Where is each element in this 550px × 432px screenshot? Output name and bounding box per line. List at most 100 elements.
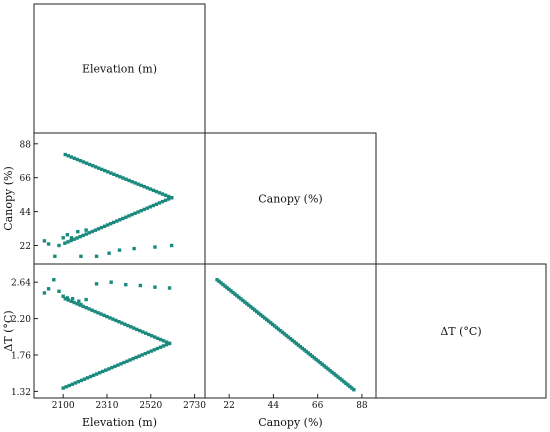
point-elev-canopy-upper <box>97 166 101 170</box>
point-elev-dt-upper <box>72 300 76 305</box>
point-elev-dt-scatter <box>167 286 172 290</box>
point-elev-canopy-lower <box>118 218 122 222</box>
point-elev-dt-lower <box>113 364 117 369</box>
point-elev-dt-upper <box>129 325 133 329</box>
point-elev-dt-upper <box>99 312 103 316</box>
point-canopy-dt <box>282 332 287 336</box>
point-elev-dt-upper <box>93 309 97 314</box>
point-elev-dt-lower <box>91 373 96 378</box>
point-canopy-dt <box>235 293 239 298</box>
point-elev-canopy-upper <box>109 171 113 175</box>
point-elev-canopy-lower <box>121 216 125 221</box>
point-canopy-dt <box>334 373 338 378</box>
point-elev-dt-scatter <box>109 280 113 284</box>
xlabel-elevation: Elevation (m) <box>82 416 157 429</box>
point-elev-canopy-lower <box>93 228 98 232</box>
ytick-label-canopy: 22 <box>20 242 31 252</box>
xtick-label-elevation: 2310 <box>96 401 119 411</box>
point-elev-dt-upper <box>105 314 109 319</box>
point-elev-dt-upper <box>135 327 139 332</box>
point-canopy-dt <box>264 317 269 322</box>
point-elev-canopy-scatter <box>153 245 157 249</box>
ytick-label-dT: 2.64 <box>11 279 31 289</box>
point-elev-dt-upper <box>158 337 163 342</box>
diag-label-dt: ΔT (°C) <box>440 325 481 338</box>
point-canopy-dt <box>326 367 330 371</box>
point-elev-dt-lower <box>122 360 126 365</box>
point-elev-dt-scatter <box>77 299 81 303</box>
point-elev-canopy-upper <box>81 160 86 164</box>
point-canopy-dt <box>280 330 285 335</box>
point-elev-canopy-lower <box>160 199 165 204</box>
panel-frames <box>33 3 547 399</box>
point-canopy-dt <box>262 316 267 320</box>
point-elev-canopy-scatter <box>107 251 111 255</box>
axis-ticks: 22 44 66 88 1.32 1.76 2.20 2.64 2100 2310 2520 2730… <box>11 140 368 411</box>
point-elev-dt-lower <box>100 369 105 374</box>
point-elev-dt-scatter <box>84 297 88 302</box>
point-elev-canopy-scatter <box>84 228 88 232</box>
point-elev-canopy-upper <box>145 186 150 190</box>
axis-labels: Elevation (m) Canopy (%) Canopy (%) ΔT (°C) <box>2 166 323 429</box>
point-canopy-dt <box>312 356 316 360</box>
point-elev-dt-lower <box>155 346 160 351</box>
point-elev-dt-lower <box>152 348 157 352</box>
point-canopy-dt <box>292 340 297 344</box>
point-elev-dt-upper <box>63 297 67 301</box>
point-elev-canopy-lower <box>151 203 156 208</box>
point-elev-dt-scatter <box>79 302 83 307</box>
point-elev-canopy-lower <box>69 238 73 243</box>
ytick-label-dT: 1.32 <box>11 388 31 398</box>
point-elev-canopy-scatter <box>42 239 47 243</box>
point-elev-dt-lower <box>82 377 87 381</box>
point-elev-canopy-scatter <box>53 254 57 258</box>
point-elev-canopy-lower <box>169 196 174 200</box>
point-canopy-dt <box>332 372 336 376</box>
point-elev-dt-lower <box>158 345 163 349</box>
point-elev-dt-lower <box>134 355 138 360</box>
point-elev-dt-lower <box>140 353 144 357</box>
ytick-label-canopy: 66 <box>20 174 32 184</box>
point-elev-canopy-upper <box>69 155 74 159</box>
point-elev-canopy-lower <box>145 206 149 210</box>
point-canopy-dt <box>217 279 221 284</box>
point-canopy-dt <box>344 381 348 386</box>
point-elev-canopy-scatter <box>65 233 70 237</box>
point-elev-canopy-upper <box>154 189 159 194</box>
ylabel-canopy: Canopy (%) <box>2 166 15 230</box>
point-canopy-dt <box>258 313 263 317</box>
point-canopy-dt <box>310 354 314 358</box>
point-canopy-dt <box>225 285 229 290</box>
point-elev-dt-lower <box>107 367 111 371</box>
point-elev-dt-scatter <box>61 294 65 298</box>
point-canopy-dt <box>239 297 243 301</box>
point-elev-dt-upper <box>155 336 160 341</box>
point-elev-dt-lower <box>97 371 102 375</box>
point-elev-canopy-upper <box>139 183 143 188</box>
point-canopy-dt <box>255 309 259 314</box>
point-elev-canopy-upper <box>160 192 165 196</box>
xtick-label-elevation: 2730 <box>183 401 206 411</box>
point-canopy-dt <box>288 337 293 341</box>
point-elev-canopy-upper <box>100 167 104 172</box>
xtick-label-canopy: 22 <box>223 401 234 411</box>
point-elev-dt-upper <box>164 340 169 344</box>
point-canopy-dt <box>318 360 322 365</box>
point-canopy-dt <box>272 324 277 328</box>
point-elev-canopy-lower <box>127 214 131 218</box>
point-canopy-dt <box>278 329 283 333</box>
point-canopy-dt <box>298 344 303 349</box>
point-elev-dt-lower <box>116 363 120 367</box>
point-elev-canopy-upper <box>106 170 110 174</box>
point-elev-canopy-upper <box>90 163 95 168</box>
point-elev-canopy-scatter <box>94 254 99 258</box>
xtick-label-elevation: 2520 <box>139 401 162 411</box>
point-elev-canopy-lower <box>163 198 168 203</box>
point-elev-canopy-upper <box>166 194 171 199</box>
point-elev-canopy-upper <box>84 161 89 165</box>
point-canopy-dt <box>276 327 281 331</box>
point-canopy-dt <box>350 386 354 390</box>
panel-frame-r2c0 <box>33 263 206 399</box>
point-elev-dt-upper <box>114 318 118 323</box>
point-canopy-dt <box>330 370 334 374</box>
